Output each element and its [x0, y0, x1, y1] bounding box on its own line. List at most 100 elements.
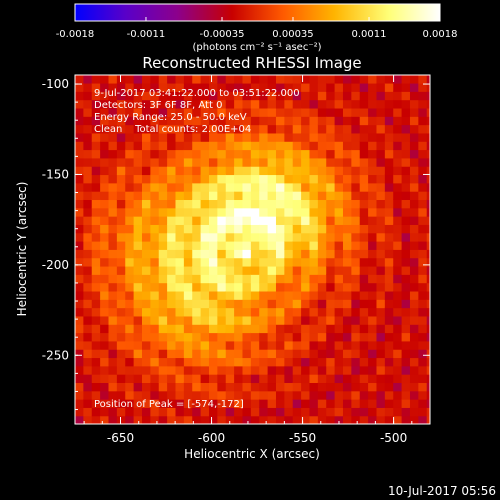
heatmap-cell: [242, 382, 252, 392]
heatmap-cell: [284, 365, 294, 375]
heatmap-cell: [141, 174, 151, 184]
heatmap-cell: [125, 382, 135, 392]
heatmap-cell: [309, 340, 319, 350]
heatmap-cell: [376, 257, 386, 267]
heatmap-cell: [167, 149, 177, 159]
heatmap-cell: [183, 82, 193, 92]
heatmap-cell: [225, 149, 235, 159]
heatmap-cell: [234, 191, 244, 201]
heatmap-cell: [192, 107, 202, 117]
heatmap-cell: [259, 199, 269, 209]
heatmap-cell: [259, 274, 269, 284]
heatmap-cell: [108, 75, 118, 84]
heatmap-cell: [351, 207, 361, 217]
heatmap-cell: [426, 399, 430, 408]
heatmap-cell: [309, 199, 319, 209]
heatmap-cell: [368, 116, 378, 126]
heatmap-cell: [158, 174, 168, 184]
heatmap-cell: [141, 340, 151, 350]
heatmap-cell: [158, 399, 168, 408]
heatmap-cell: [259, 407, 269, 417]
heatmap-cell: [75, 207, 84, 217]
heatmap-cell: [183, 75, 193, 84]
heatmap-cell: [393, 132, 403, 142]
heatmap-cell: [133, 282, 143, 292]
heatmap-cell: [284, 257, 294, 267]
heatmap-cell: [409, 374, 419, 384]
heatmap-cell: [267, 82, 277, 92]
heatmap-cell: [259, 290, 269, 300]
heatmap-cell: [409, 132, 419, 142]
heatmap-cell: [259, 166, 269, 176]
heatmap-cell: [158, 75, 168, 84]
heatmap-cell: [217, 415, 227, 424]
heatmap-cell: [376, 349, 386, 359]
heatmap-cell: [351, 99, 361, 109]
y-axis-label: Heliocentric Y (arcsec): [15, 182, 29, 317]
heatmap-cell: [167, 232, 177, 242]
heatmap-cell: [418, 382, 428, 392]
heatmap-cell: [83, 75, 93, 84]
heatmap-cell: [334, 299, 344, 309]
heatmap-cell: [301, 299, 311, 309]
heatmap-cell: [301, 324, 311, 334]
heatmap-cell: [150, 99, 160, 109]
heatmap-cell: [91, 332, 101, 342]
heatmap-cell: [175, 224, 185, 234]
heatmap-cell: [91, 75, 101, 84]
heatmap-cell: [426, 241, 430, 250]
heatmap-cell: [83, 107, 93, 117]
heatmap-cell: [351, 357, 361, 367]
heatmap-cell: [133, 199, 143, 209]
heatmap-cell: [83, 390, 93, 400]
heatmap-cell: [183, 390, 193, 400]
heatmap-cell: [326, 191, 336, 201]
heatmap-cell: [326, 99, 336, 109]
heatmap-cell: [409, 232, 419, 242]
heatmap-cell: [359, 324, 369, 334]
heatmap-cell: [167, 99, 177, 109]
heatmap-cell: [275, 340, 285, 350]
heatmap-cell: [426, 182, 430, 192]
heatmap-cell: [426, 141, 430, 151]
heatmap-cell: [167, 332, 177, 342]
heatmap-cell: [259, 107, 269, 117]
heatmap-cell: [317, 290, 327, 300]
heatmap-cell: [409, 265, 419, 275]
heatmap-cell: [326, 224, 336, 234]
heatmap-cell: [309, 290, 319, 300]
heatmap-cell: [125, 324, 135, 334]
heatmap-cell: [242, 332, 252, 342]
heatmap-cell: [376, 141, 386, 151]
heatmap-cell: [225, 199, 235, 209]
heatmap-cell: [376, 157, 386, 167]
heatmap-cell: [292, 132, 302, 142]
heatmap-cell: [167, 224, 177, 234]
heatmap-cell: [234, 124, 244, 134]
heatmap-cell: [250, 166, 260, 176]
heatmap-cell: [116, 257, 126, 267]
heatmap-cell: [150, 207, 160, 217]
heatmap-cell: [351, 324, 361, 334]
heatmap-cell: [401, 415, 411, 424]
heatmap-cell: [309, 407, 319, 417]
heatmap-cell: [309, 349, 319, 359]
heatmap-cell: [141, 75, 151, 84]
heatmap-cell: [141, 324, 151, 334]
heatmap-cell: [326, 390, 336, 400]
heatmap-cell: [309, 116, 319, 126]
heatmap-cell: [275, 290, 285, 300]
heatmap-cell: [301, 91, 311, 101]
heatmap-cell: [108, 407, 118, 417]
heatmap-cell: [91, 99, 101, 109]
heatmap-cell: [376, 132, 386, 142]
heatmap-cell: [234, 274, 244, 284]
heatmap-cell: [183, 340, 193, 350]
heatmap-cell: [384, 282, 394, 292]
heatmap-cell: [426, 207, 430, 217]
heatmap-cell: [259, 241, 269, 250]
heatmap-cell: [158, 390, 168, 400]
heatmap-cell: [351, 407, 361, 417]
heatmap-cell: [309, 75, 319, 84]
heatmap-cell: [267, 349, 277, 359]
